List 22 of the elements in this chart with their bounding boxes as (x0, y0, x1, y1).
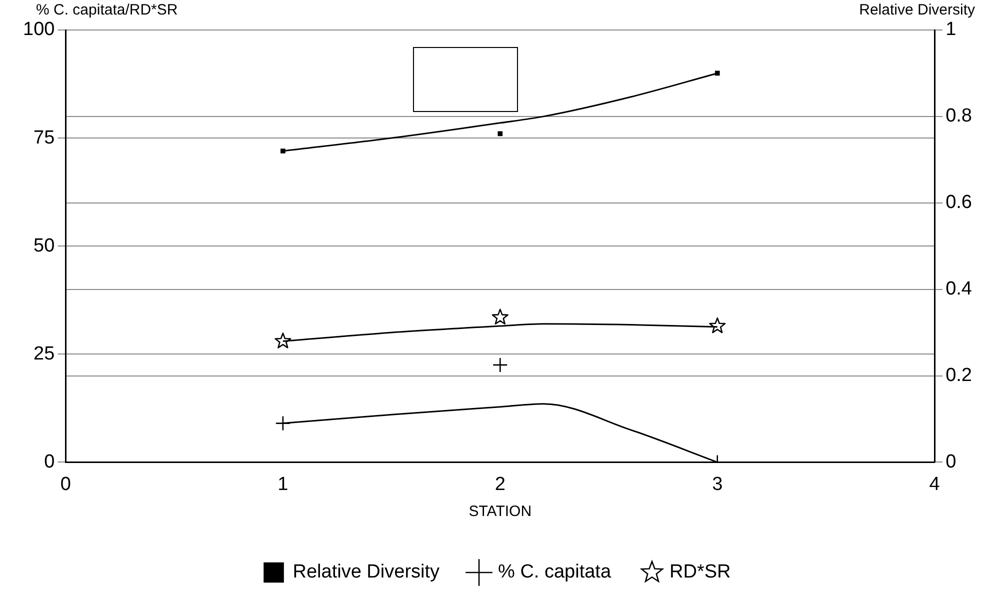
y2-axis-title: Relative Diversity (859, 2, 976, 19)
legend-label: % C. capitata (498, 562, 612, 583)
y2-tick-label: 0.6 (946, 192, 972, 214)
y2-tick-label: 0.2 (946, 364, 972, 386)
y2-tick-label: 0 (946, 451, 956, 472)
x-tick-label: 3 (712, 474, 723, 495)
x-tick-label: 2 (494, 474, 506, 495)
y2-tick-label: 0.8 (946, 106, 972, 127)
y2-tick-label: 0.4 (946, 278, 972, 300)
legend-label: RD*SR (670, 562, 731, 583)
y-tick-label: 100 (23, 19, 55, 40)
x-tick-label: 0 (60, 474, 71, 495)
y-tick-label: 50 (34, 235, 55, 256)
y2-tick-label: 1 (946, 19, 956, 40)
y-tick-label: 0 (44, 451, 55, 472)
x-tick-label: 4 (929, 474, 940, 495)
x-tick-label: 1 (278, 474, 288, 495)
y-tick-label: 75 (34, 127, 55, 148)
legend-label: Relative Diversity (292, 562, 440, 583)
y-axis-title: % C. capitata/RD*SR (36, 2, 178, 19)
x-axis-title: STATION (468, 502, 532, 520)
y-tick-label: 25 (34, 343, 55, 364)
